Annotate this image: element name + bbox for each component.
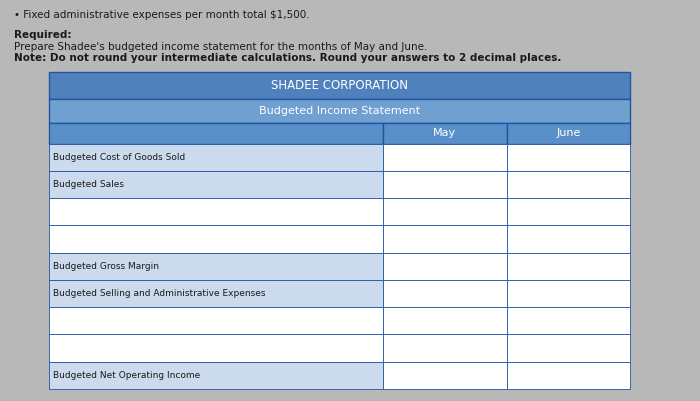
Text: • Fixed administrative expenses per month total $1,500.: • Fixed administrative expenses per mont… [14,10,309,20]
Text: SHADEE CORPORATION: SHADEE CORPORATION [271,79,408,92]
Text: Budgeted Income Statement: Budgeted Income Statement [259,106,420,116]
Text: Budgeted Sales: Budgeted Sales [53,180,124,189]
Text: Required:: Required: [14,30,71,40]
Text: Budgeted Cost of Goods Sold: Budgeted Cost of Goods Sold [53,153,186,162]
Text: Budgeted Net Operating Income: Budgeted Net Operating Income [53,371,200,380]
Text: Note: Do not round your intermediate calculations. Round your answers to 2 decim: Note: Do not round your intermediate cal… [14,53,561,63]
Text: May: May [433,128,456,138]
Text: Budgeted Gross Margin: Budgeted Gross Margin [53,262,159,271]
Text: Budgeted Selling and Administrative Expenses: Budgeted Selling and Administrative Expe… [53,289,266,298]
Text: June: June [556,128,580,138]
Text: Prepare Shadee's budgeted income statement for the months of May and June.: Prepare Shadee's budgeted income stateme… [14,42,428,52]
